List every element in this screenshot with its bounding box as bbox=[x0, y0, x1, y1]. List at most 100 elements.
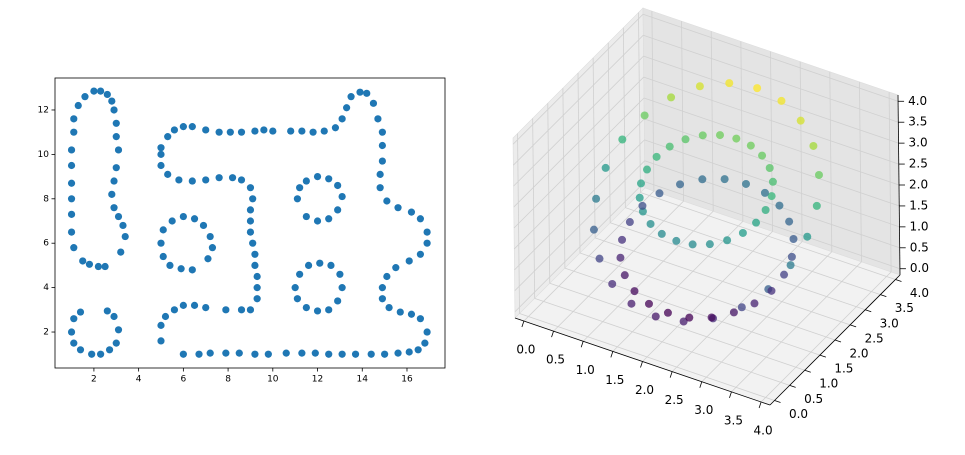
point bbox=[646, 219, 655, 228]
grid-line bbox=[579, 252, 836, 341]
point bbox=[202, 304, 210, 312]
x-tick-label: 2 bbox=[91, 375, 97, 385]
point bbox=[347, 93, 355, 101]
grid-line bbox=[644, 181, 901, 270]
point bbox=[70, 339, 78, 347]
point bbox=[620, 271, 629, 280]
point bbox=[164, 133, 172, 141]
point bbox=[746, 141, 755, 150]
point bbox=[385, 304, 393, 312]
point bbox=[251, 261, 259, 270]
point bbox=[246, 228, 255, 236]
point bbox=[695, 82, 704, 91]
point bbox=[309, 128, 317, 136]
grid-line bbox=[534, 297, 790, 386]
point bbox=[374, 115, 382, 123]
point bbox=[70, 115, 78, 123]
axes-frame bbox=[54, 77, 446, 369]
y-tick bbox=[849, 324, 857, 328]
grid-line bbox=[513, 76, 645, 208]
point bbox=[705, 240, 714, 249]
z-tick-label: 1.5 bbox=[909, 198, 928, 212]
point bbox=[651, 312, 660, 321]
y-tick bbox=[834, 339, 842, 343]
point bbox=[392, 264, 400, 272]
point bbox=[105, 346, 114, 354]
point bbox=[320, 127, 328, 135]
point bbox=[157, 150, 165, 158]
y-tick bbox=[774, 400, 781, 403]
point bbox=[168, 217, 176, 225]
point bbox=[618, 135, 627, 144]
grid-line bbox=[514, 139, 645, 271]
point bbox=[760, 188, 769, 197]
y-tick-label: 3.5 bbox=[895, 301, 914, 315]
point bbox=[351, 350, 360, 358]
point bbox=[237, 128, 246, 136]
point bbox=[110, 106, 118, 114]
point bbox=[338, 350, 346, 358]
z-tick-label: 0.0 bbox=[910, 261, 929, 275]
point bbox=[67, 146, 76, 154]
point bbox=[311, 349, 319, 357]
point bbox=[383, 272, 391, 281]
point bbox=[367, 350, 375, 358]
axis-line bbox=[769, 274, 901, 406]
y-tick-label: 4 bbox=[43, 283, 49, 293]
grid-line bbox=[643, 55, 899, 144]
point bbox=[179, 123, 187, 131]
point bbox=[423, 239, 431, 247]
point bbox=[190, 215, 199, 223]
point bbox=[76, 308, 85, 316]
point bbox=[188, 123, 196, 131]
point bbox=[110, 312, 118, 321]
x-tick bbox=[551, 331, 554, 338]
y-tick bbox=[865, 309, 872, 313]
grid-line bbox=[513, 97, 645, 229]
grid-line bbox=[643, 97, 900, 186]
point bbox=[103, 307, 111, 315]
grid-line bbox=[519, 313, 775, 401]
point bbox=[376, 170, 384, 178]
point bbox=[644, 299, 653, 308]
point bbox=[376, 184, 384, 192]
point bbox=[761, 205, 770, 214]
point bbox=[767, 286, 776, 295]
point bbox=[640, 111, 649, 120]
y-tick-label: 2 bbox=[43, 328, 49, 338]
y-tick-label: 1.5 bbox=[834, 362, 853, 376]
x-tick-label: 10 bbox=[267, 375, 279, 385]
point bbox=[67, 328, 76, 336]
point bbox=[381, 350, 389, 358]
point bbox=[327, 261, 335, 270]
point bbox=[302, 212, 310, 221]
point bbox=[663, 308, 672, 317]
point bbox=[81, 93, 89, 101]
z-tick-label: 3.0 bbox=[909, 136, 928, 150]
point bbox=[302, 177, 310, 185]
point bbox=[592, 194, 601, 203]
point bbox=[378, 295, 386, 303]
y-tick-label: 3.0 bbox=[880, 316, 899, 330]
point bbox=[94, 262, 102, 271]
x-tick-label: 14 bbox=[357, 375, 369, 385]
point bbox=[334, 297, 342, 305]
point bbox=[291, 284, 299, 292]
point bbox=[222, 349, 230, 357]
point bbox=[114, 212, 123, 221]
point bbox=[378, 157, 386, 165]
grid-line bbox=[625, 207, 881, 296]
z-tick-label: 2.5 bbox=[909, 157, 928, 171]
point bbox=[76, 346, 85, 354]
point bbox=[296, 184, 304, 192]
point bbox=[672, 236, 681, 245]
point bbox=[103, 90, 111, 99]
point bbox=[251, 250, 259, 258]
point bbox=[636, 179, 645, 188]
x-tick-label: 0.5 bbox=[546, 353, 565, 367]
point bbox=[226, 128, 234, 136]
point bbox=[222, 306, 230, 314]
z-tick-label: 0.5 bbox=[910, 240, 929, 254]
point bbox=[269, 127, 277, 135]
grid-line bbox=[640, 192, 896, 280]
